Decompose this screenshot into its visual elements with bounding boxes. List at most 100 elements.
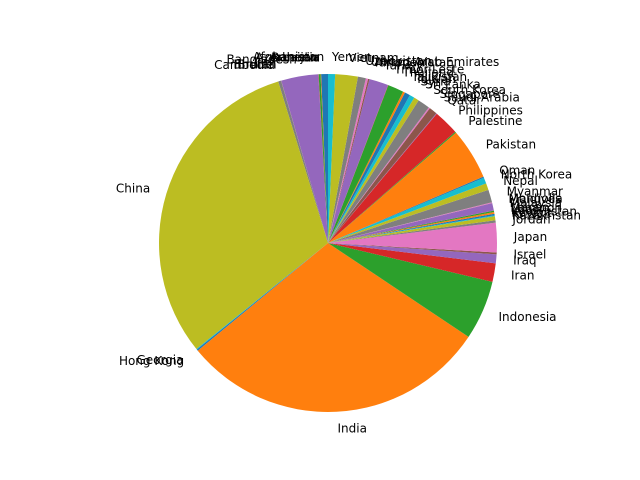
pie-slice-hong-kong <box>196 243 328 351</box>
slice-label-sri-lanka: Sri Lanka <box>425 78 480 92</box>
slice-label-tajikistan: Tajikistan <box>411 70 468 84</box>
slice-label-lebanon: Lebanon <box>511 201 562 215</box>
pie-slice-jordan <box>328 220 496 243</box>
slice-label-south-korea: South Korea <box>433 83 506 97</box>
pie-slice-bhutan <box>281 80 328 243</box>
pie-slice-saudi-arabia <box>328 108 437 244</box>
slice-label-myanmar: Myanmar <box>507 184 563 198</box>
slice-label-turkey: Turkey <box>383 59 423 73</box>
slice-label-indonesia: Indonesia <box>499 310 557 324</box>
pie-slice-bangladesh <box>281 74 328 243</box>
slice-label-brunei: Brunei <box>237 57 276 71</box>
slice-label-timor-leste: Timor-Leste <box>393 62 464 76</box>
slice-label-iran: Iran <box>511 269 534 283</box>
slice-label-mongolia: Mongolia <box>509 192 563 206</box>
pie-slice-laos <box>328 212 495 243</box>
slice-label-taiwan: Taiwan <box>414 72 456 86</box>
pie-slice-lebanon <box>328 210 495 243</box>
slice-label-turkmenistan: Turkmenistan <box>372 56 454 70</box>
slice-label-singapore: Singapore <box>440 87 501 101</box>
pie-slice-singapore <box>328 107 430 243</box>
slice-label-nepal: Nepal <box>503 174 538 188</box>
slice-label-yemen: Yemen <box>331 50 372 64</box>
slice-label-uzbekistan: Uzbekistan <box>365 54 431 68</box>
slice-label-maldives: Maldives <box>509 192 562 206</box>
pie-slice-nepal <box>328 183 489 243</box>
pie-slice-thailand <box>328 85 404 243</box>
pie-slice-brunei <box>281 80 328 243</box>
pie-slice-macao <box>328 210 494 243</box>
pie-slice-kuwait <box>328 215 495 243</box>
slice-label-malaysia: Malaysia <box>510 196 562 210</box>
pie-slice-vietnam <box>328 74 358 244</box>
slice-label-afghanistan: Afghanistan <box>253 50 324 64</box>
pie-slice-qatar <box>328 113 437 243</box>
pie-slice-sri-lanka <box>328 97 419 244</box>
pie-slice-cambodia <box>278 80 328 243</box>
slice-label-philippines: Philippines <box>458 103 523 117</box>
pie-slice-india <box>197 243 469 413</box>
pie-slice-armenia <box>320 74 328 243</box>
pie-slice-turkmenistan <box>328 78 370 243</box>
slice-label-kyrgyzstan: Kyrgyzstan <box>511 205 577 219</box>
pie-slice-yemen <box>328 74 336 243</box>
pie-slice-taiwan <box>328 92 410 243</box>
slice-label-kuwait: Kuwait <box>512 206 552 220</box>
slice-label-syria: Syria <box>421 75 451 89</box>
slice-label-jordan: Jordan <box>511 212 550 226</box>
pie-slice-timor-leste <box>328 85 389 244</box>
pie-slice-philippines <box>328 113 456 243</box>
slice-label-armenia: Armenia <box>270 50 320 64</box>
pie-slice-pakistan <box>328 132 484 243</box>
slice-label-palestine: Palestine <box>468 114 522 128</box>
slice-label-bangladesh: Bangladesh <box>226 53 296 67</box>
slice-label-china: China <box>116 182 150 196</box>
pie-slice-bahrain <box>318 74 328 243</box>
pie-slice-north-korea <box>328 177 487 243</box>
pie-slice-afghanistan <box>321 73 328 243</box>
pie-slice-palestine <box>328 131 456 243</box>
pie-slice-myanmar <box>328 189 493 243</box>
pie-slice-japan <box>328 222 497 253</box>
pie-slices <box>158 73 497 413</box>
slice-label-bahrain: Bahrain <box>271 50 317 64</box>
slice-label-azerbaijan: Azerbaijan <box>255 50 318 64</box>
slice-label-georgia: Georgia <box>136 353 183 367</box>
pie-slice-tajikistan <box>328 91 405 243</box>
pie-slice-south-korea <box>328 100 429 243</box>
slice-label-united-arab-emirates: United Arab Emirates <box>371 55 499 69</box>
pie-slice-turkey <box>328 79 389 244</box>
pie-slice-united-arab-emirates <box>328 78 369 243</box>
slice-label-hong-kong: Hong Kong <box>119 354 184 368</box>
pie-slice-indonesia <box>328 243 493 337</box>
slice-label-thailand: Thailand <box>402 66 455 80</box>
slice-label-kazakhstan: Kazakhstan <box>512 209 581 223</box>
slice-label-pakistan: Pakistan <box>486 138 536 152</box>
pie-slice-georgia <box>196 243 328 350</box>
slice-label-saudi-arabia: Saudi Arabia <box>444 91 520 105</box>
pie-slice-iraq <box>328 243 497 264</box>
pie-slice-israel <box>328 243 497 255</box>
slice-label-laos: Laos <box>511 203 539 217</box>
slice-label-japan: Japan <box>513 230 547 244</box>
slice-label-vietnam: Vietnam <box>348 51 398 65</box>
pie-slice-kyrgyzstan <box>328 213 495 243</box>
slice-label-israel: Israel <box>514 248 547 262</box>
pie-slice-mongolia <box>328 202 493 243</box>
pie-slice-azerbaijan <box>318 74 328 243</box>
slice-label-north-korea: North Korea <box>501 167 572 181</box>
pie-slice-uzbekistan <box>328 76 366 243</box>
slice-label-oman: Oman <box>499 164 535 178</box>
pie-slice-kazakhstan <box>328 216 496 243</box>
pie-slice-syria <box>328 95 415 243</box>
slice-label-macao: Macao <box>510 200 549 214</box>
pie-slice-oman <box>328 176 484 243</box>
pie-slice-iran <box>328 243 496 282</box>
slice-label-india: India <box>338 422 367 436</box>
pie-slice-maldives <box>328 202 493 243</box>
slice-label-qatar: Qatar <box>447 94 481 108</box>
pie-slice-malaysia <box>328 203 494 243</box>
pie-labels: AfghanistanArmeniaAzerbaijanBahrainBangl… <box>116 50 581 436</box>
slice-label-cambodia: Cambodia <box>214 58 275 72</box>
